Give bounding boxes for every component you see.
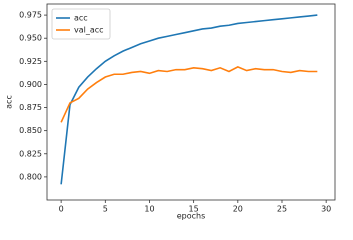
y-axis-label: acc [5, 95, 14, 109]
x-tick-label: 30 [321, 205, 331, 214]
x-tick-label: 10 [144, 205, 154, 214]
x-tick-label: 25 [277, 205, 287, 214]
y-tick-label: 0.900 [19, 80, 42, 89]
y-tick-label: 0.975 [19, 11, 42, 20]
y-tick-label: 0.800 [19, 172, 42, 181]
chart: epochs acc 0.800 0.825 0.850 0.875 0.900 0.92… [5, 3, 336, 221]
x-tick-label: 20 [233, 205, 243, 214]
y-tick-label: 0.950 [19, 34, 42, 43]
x-tick-label: 0 [59, 205, 64, 214]
line-series [60, 65, 318, 123]
x-tick-label: 15 [189, 205, 199, 214]
legend-label: val_acc [74, 26, 104, 35]
x-tick-label: 5 [103, 205, 108, 214]
plot-frame [46, 3, 336, 201]
y-tick-label: 0.925 [19, 57, 42, 66]
line-series [60, 14, 318, 185]
y-tick-label: 0.875 [19, 103, 42, 112]
y-tick-label: 0.850 [19, 126, 42, 135]
legend-label: acc [74, 14, 88, 23]
legend-box [51, 8, 111, 40]
x-axis-label: epochs [177, 212, 206, 221]
y-tick-label: 0.825 [19, 149, 42, 158]
